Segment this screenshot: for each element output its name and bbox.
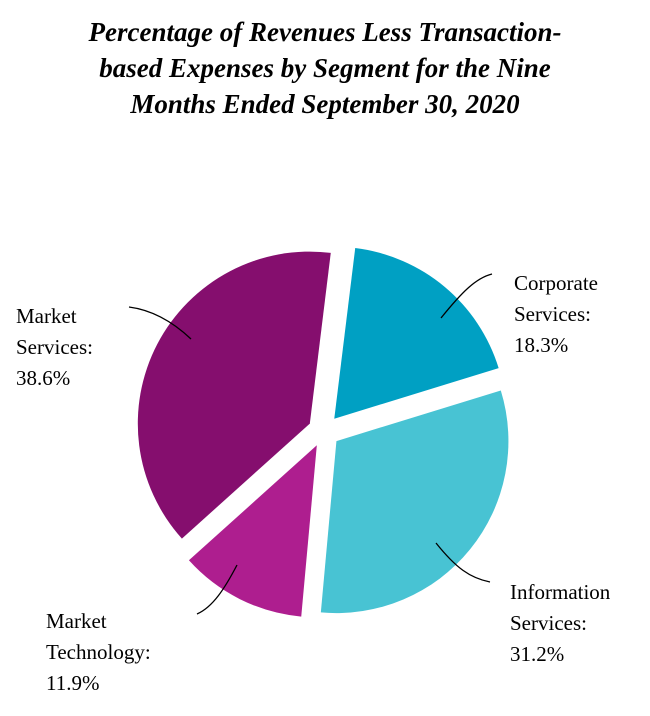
slice-label-information-services-line-2: Services:	[510, 611, 587, 635]
leader-line-market-services	[128, 306, 192, 340]
slice-label-market-technology-line-2: Technology:	[46, 640, 151, 664]
slice-label-information-services: Information Services: 31.2%	[510, 577, 610, 670]
slice-label-market-services: Market Services: 38.6%	[16, 301, 93, 394]
slice-value-corporate-services: 18.3%	[514, 333, 569, 357]
slice-value-market-technology: 11.9%	[46, 671, 100, 695]
slice-label-corporate-services-line-1: Corporate	[514, 271, 598, 295]
leader-lines	[128, 273, 493, 615]
chart-title: Percentage of Revenues Less Transaction-…	[0, 14, 650, 122]
chart-title-line-2: based Expenses by Segment for the Nine	[99, 53, 551, 83]
slice-label-market-services-line-2: Services:	[16, 335, 93, 359]
slice-label-market-technology-line-1: Market	[46, 609, 107, 633]
pie-slices	[137, 248, 509, 617]
leader-line-information-services	[435, 542, 491, 583]
slice-label-market-services-line-1: Market	[16, 304, 77, 328]
pie-slice-market-technology	[188, 445, 317, 617]
leader-line-corporate-services	[440, 273, 493, 319]
leader-line-market-technology	[196, 564, 238, 615]
slice-label-market-technology: Market Technology: 11.9%	[46, 606, 151, 699]
pie-slice-information-services	[320, 390, 509, 614]
slice-value-information-services: 31.2%	[510, 642, 565, 666]
slice-label-corporate-services-line-2: Services:	[514, 302, 591, 326]
chart-title-line-3: Months Ended September 30, 2020	[130, 89, 520, 119]
pie-slice-market-services	[137, 251, 331, 539]
slice-label-information-services-line-1: Information	[510, 580, 611, 604]
chart-title-line-1: Percentage of Revenues Less Transaction-	[88, 17, 562, 47]
pie-slice-corporate-services	[334, 248, 499, 419]
slice-label-corporate-services: Corporate Services: 18.3%	[514, 268, 598, 361]
slice-value-market-services: 38.6%	[16, 366, 71, 390]
